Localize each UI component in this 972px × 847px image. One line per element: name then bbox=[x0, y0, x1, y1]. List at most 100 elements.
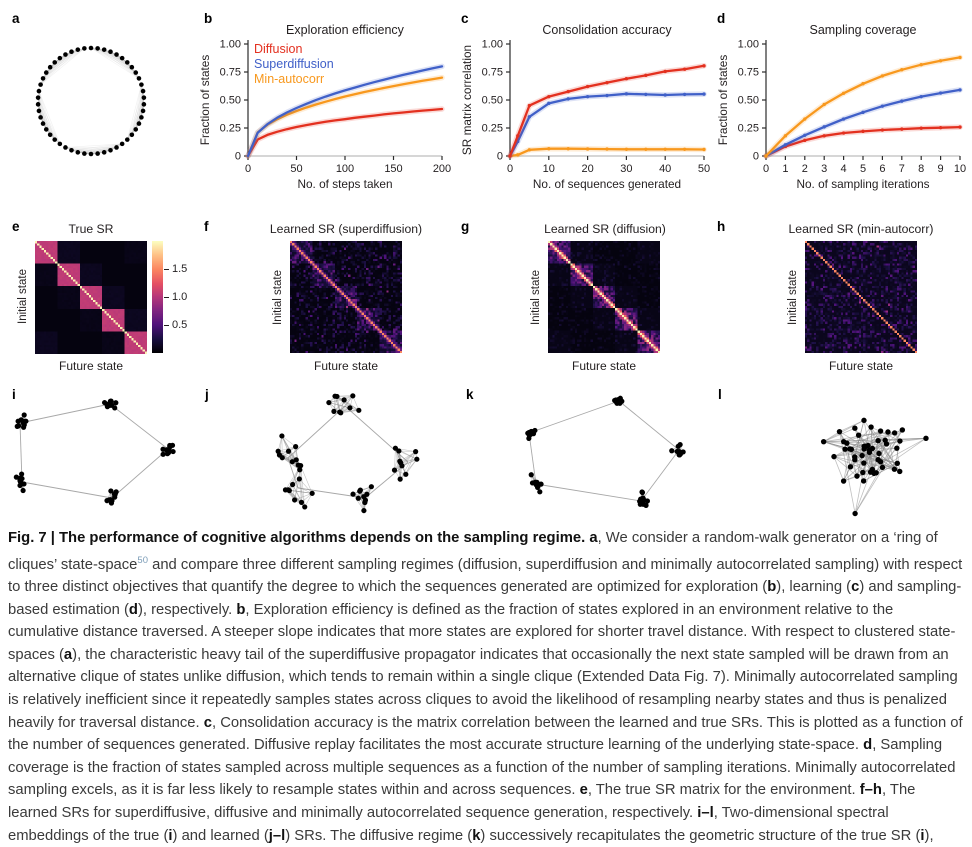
panel-label-e: e bbox=[12, 219, 20, 234]
colorbar-tick-label: 0.5 bbox=[172, 319, 188, 331]
heatmap-learned-sr-superdiffusion bbox=[290, 241, 402, 353]
panel-label-h: h bbox=[717, 219, 726, 234]
caption-bold-text: i bbox=[920, 827, 925, 844]
colorbar-tick-label: 1.0 bbox=[172, 291, 188, 303]
panel-label-f: f bbox=[204, 219, 209, 234]
embedding-diffusion bbox=[525, 395, 686, 508]
svg-text:Sampling coverage: Sampling coverage bbox=[809, 23, 916, 37]
heatmap-xlabel-g: Future state bbox=[571, 359, 637, 373]
panel-label-i: i bbox=[12, 387, 16, 402]
heatmap-title-true-sr: True SR bbox=[68, 222, 114, 236]
svg-text:2: 2 bbox=[802, 163, 808, 175]
caption-bold-text: k bbox=[472, 827, 481, 844]
svg-text:No. of steps taken: No. of steps taken bbox=[297, 177, 392, 191]
svg-text:50: 50 bbox=[290, 163, 302, 175]
caption-bold-text: c bbox=[851, 579, 860, 596]
svg-text:Fraction of states: Fraction of states bbox=[716, 55, 730, 146]
caption-bold-text: b bbox=[236, 601, 246, 618]
panel-label-a: a bbox=[12, 11, 20, 26]
heatmap-learned-sr-diffusion bbox=[548, 241, 660, 353]
colorbar-tick bbox=[164, 269, 169, 270]
caption-text: and compare three different sampling reg… bbox=[8, 556, 963, 596]
panel-label-d: d bbox=[717, 11, 726, 26]
svg-text:1.00: 1.00 bbox=[220, 39, 241, 51]
heatmap-ylabel-g: Initial state bbox=[530, 270, 542, 326]
svg-text:9: 9 bbox=[938, 163, 944, 175]
caption-text: , The learned SRs for superdiffusive, di… bbox=[8, 782, 916, 822]
heatmap-xlabel-e: Future state bbox=[58, 359, 124, 373]
svg-text:Diffusion: Diffusion bbox=[254, 42, 302, 56]
figure-caption: Fig. 7 | The performance of cognitive al… bbox=[8, 527, 965, 847]
panel-label-g: g bbox=[461, 219, 470, 234]
svg-text:4: 4 bbox=[841, 163, 847, 175]
caption-text: , Sampling coverage is the fraction of s… bbox=[8, 737, 956, 799]
heatmap-xlabel-f: Future state bbox=[313, 359, 379, 373]
svg-text:SR matrix correlation: SR matrix correlation bbox=[460, 45, 474, 155]
svg-text:0: 0 bbox=[763, 163, 769, 175]
caption-bold-text: a bbox=[63, 646, 73, 663]
ring-of-cliques-graph bbox=[35, 45, 147, 157]
panel-label-b: b bbox=[204, 11, 213, 26]
caption-bold-text: i–l bbox=[697, 805, 714, 822]
heatmap-title-min-autocorr: Learned SR (min-autocorr) bbox=[788, 222, 934, 236]
svg-text:5: 5 bbox=[860, 163, 866, 175]
svg-text:Fraction of states: Fraction of states bbox=[198, 55, 212, 146]
caption-bold-text: a bbox=[589, 530, 598, 546]
svg-text:10: 10 bbox=[954, 163, 966, 175]
heatmap-ylabel-h: Initial state bbox=[787, 270, 799, 326]
chart-sampling-coverage: Sampling coverage 0 0.25 0.50 0.75 1.00 0 1 2 3 4 5… bbox=[716, 23, 966, 191]
svg-text:0.25: 0.25 bbox=[738, 123, 759, 135]
panel-label-k: k bbox=[466, 387, 474, 402]
caption-reference-superscript: 50 bbox=[137, 554, 148, 566]
heatmap-true-sr bbox=[35, 241, 147, 354]
caption-bold-text: c bbox=[203, 714, 212, 731]
svg-text:6: 6 bbox=[879, 163, 885, 175]
heatmap-ylabel-f: Initial state bbox=[272, 270, 284, 326]
svg-text:1: 1 bbox=[782, 163, 788, 175]
svg-text:Superdiffusion: Superdiffusion bbox=[254, 57, 334, 71]
caption-text: , We consider a random-walk generator on… bbox=[8, 530, 938, 573]
caption-text: , The true SR matrix for the environment… bbox=[587, 782, 860, 799]
caption-bold-text: Fig. 7 | The performance of cognitive al… bbox=[8, 530, 590, 546]
svg-text:0.25: 0.25 bbox=[220, 123, 241, 135]
svg-text:0.25: 0.25 bbox=[482, 123, 503, 135]
svg-text:0.50: 0.50 bbox=[220, 95, 241, 107]
svg-text:Exploration efficiency: Exploration efficiency bbox=[286, 23, 405, 37]
caption-text: ), respectively. bbox=[137, 601, 237, 618]
svg-text:0: 0 bbox=[497, 151, 503, 163]
caption-text: , Two-dimensional spectral embeddings of… bbox=[8, 805, 889, 844]
heatmap-xlabel-h: Future state bbox=[828, 359, 894, 373]
heatmap-title-diffusion: Learned SR (diffusion) bbox=[544, 222, 666, 236]
svg-text:No. of sampling iterations: No. of sampling iterations bbox=[796, 177, 929, 191]
panel-label-l: l bbox=[718, 387, 722, 402]
svg-text:8: 8 bbox=[918, 163, 924, 175]
svg-text:0.50: 0.50 bbox=[482, 95, 503, 107]
svg-text:150: 150 bbox=[384, 163, 402, 175]
svg-text:0: 0 bbox=[235, 151, 241, 163]
embedding-superdiffusion bbox=[275, 393, 420, 514]
svg-text:Min-autocorr: Min-autocorr bbox=[254, 72, 324, 86]
svg-text:20: 20 bbox=[581, 163, 593, 175]
panel-label-c: c bbox=[461, 11, 469, 26]
caption-text: , Consolidation accuracy is the matrix c… bbox=[8, 714, 963, 754]
caption-bold-text: e bbox=[579, 782, 588, 799]
colorbar-tick bbox=[164, 325, 169, 326]
colorbar-tick-label: 1.5 bbox=[172, 263, 188, 275]
svg-text:3: 3 bbox=[821, 163, 827, 175]
colorbar bbox=[152, 241, 163, 353]
heatmap-title-superdiffusion: Learned SR (superdiffusion) bbox=[269, 222, 423, 236]
caption-text: ) successively recapitulates the geometr… bbox=[480, 827, 921, 844]
caption-bold-text: f–h bbox=[859, 782, 882, 799]
caption-bold-text: j–l bbox=[268, 827, 286, 844]
svg-text:100: 100 bbox=[336, 163, 354, 175]
caption-text: ) and learned ( bbox=[172, 827, 269, 844]
chart-consolidation-accuracy: Consolidation accuracy 0 0.25 0.50 0.75 1.00 0… bbox=[460, 23, 710, 191]
svg-text:10: 10 bbox=[543, 163, 555, 175]
svg-text:200: 200 bbox=[433, 163, 451, 175]
heatmap-ylabel-e: Initial state bbox=[17, 269, 29, 325]
svg-text:50: 50 bbox=[698, 163, 710, 175]
svg-text:0.50: 0.50 bbox=[738, 95, 759, 107]
caption-text: ), the characteristic heavy tail of the … bbox=[8, 646, 958, 731]
svg-text:Consolidation accuracy: Consolidation accuracy bbox=[542, 23, 672, 37]
